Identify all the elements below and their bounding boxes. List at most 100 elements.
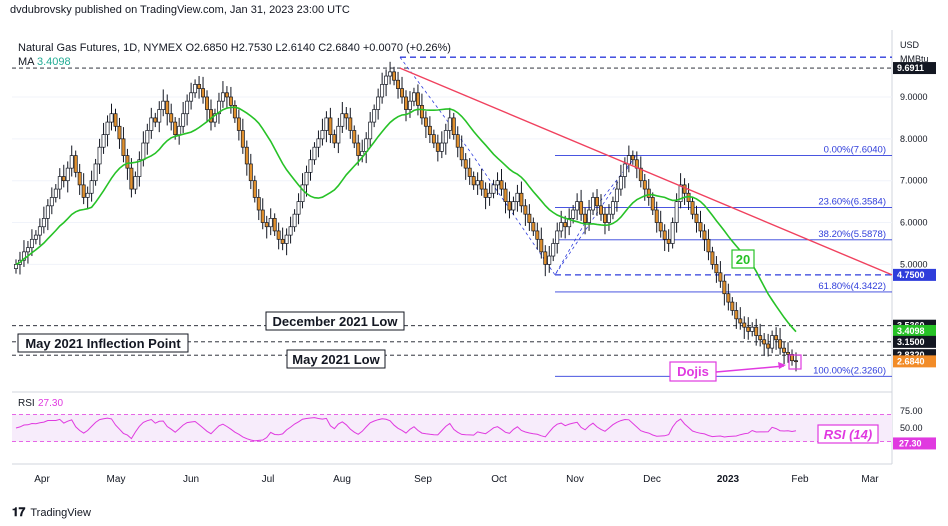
candle-body [547,255,552,265]
time-axis-label: Feb [791,474,809,485]
downtrend-line-path [399,67,893,276]
candle-body [654,209,659,223]
price-tag-label: 3.4098 [897,326,925,336]
candle-body [37,226,42,236]
candle-body [758,335,763,341]
rsi-tick-label: 50.00 [900,423,923,433]
candle-body [141,142,146,161]
candle-body [165,100,170,115]
candle-body [153,117,158,123]
candle-body [117,125,122,140]
rsi-label: RSI [18,398,35,409]
candle-body [312,146,317,161]
unit-label: MMBtu [900,54,929,64]
time-axis-label: May [107,474,126,485]
candle-body [682,184,687,194]
candle-body [750,326,755,332]
candle-body [320,130,325,140]
candle-body [419,104,424,119]
moving-average [15,106,797,333]
candle-body [475,180,480,186]
candle-body [794,360,798,363]
candle-body [770,335,775,349]
candle-body [224,92,229,98]
candle-body [396,79,400,89]
candle-body [614,188,619,202]
candle-body [328,117,333,136]
candle-body [113,113,118,127]
time-axis: Apr May Jun Jul Aug Sep Oct Nov Dec 2023 Feb Mar [34,474,879,485]
annotation-december-2021-low: December 2021 Low [265,311,405,331]
candle-body [431,134,436,144]
candle-body [296,201,301,215]
candle-body [61,176,66,182]
candle-body [22,251,26,261]
candle-body [240,130,245,148]
candle-body [415,92,420,106]
candle-body [97,146,102,165]
annotation-dojis: Dojis [669,354,802,382]
price-tag [893,355,936,368]
candle-body [169,113,174,123]
candle-body [487,192,492,198]
price-tick-label: 9.0000 [900,92,928,102]
candle-body [571,209,576,219]
time-axis-label: Mar [861,474,879,485]
candle-body [714,264,719,274]
candle-body [774,335,779,341]
candle-body [427,125,432,136]
time-axis-label: Apr [34,474,50,485]
candle-body [85,192,90,198]
candle-body [459,146,464,161]
time-axis-label: Dec [643,474,661,485]
candle-body [125,155,130,169]
candle-body [439,142,444,152]
candle-body [754,326,759,336]
candle-body [105,121,110,136]
candle-body [352,130,357,144]
ma-value: 3.4098 [36,56,71,68]
candle-body [555,230,560,244]
candle-body [603,213,607,223]
candle-body [766,343,771,349]
candle-body [782,347,787,353]
candle-body [404,96,408,110]
candle-body [674,201,679,223]
candle-body [527,213,532,223]
fib-level-label: 100.00%(2.3260) [813,365,886,376]
candle-body [451,117,456,136]
candle-body [662,230,667,240]
rsi-line [15,417,797,442]
candle-body [706,238,711,253]
candle-body [129,167,134,190]
fib-level-label: 0.00%(7.6040) [824,144,886,155]
candle-body [710,251,715,265]
candle-body [670,222,675,244]
candle-body [599,205,603,215]
rsi-value-tag-label: 27.30 [899,438,922,448]
price-tag-label: 2.6840 [897,356,925,366]
candle-body [694,213,699,223]
annotation-ma20-text: 20 [736,252,750,267]
candle-body [738,318,743,324]
candle-body [626,155,631,165]
candle-body [778,339,783,349]
candle-body [786,351,790,355]
candle-body [157,109,162,123]
candle-body [209,109,213,123]
candle-body [515,192,520,202]
candle-body [384,75,389,85]
candle-body [268,218,273,228]
candle-body [443,130,448,144]
candle-body [567,218,572,228]
candle-body [288,226,293,236]
candle-body [678,184,683,202]
candle-body [408,100,412,110]
candle-body [109,113,114,123]
currency-label: USD [900,40,920,50]
footer[interactable]: 𝟏𝟕 TradingView [12,505,91,520]
rsi-pane: 75.00 50.00 27.30 [12,406,936,450]
candle-body [161,100,166,110]
candle-body [388,71,393,77]
candle-body [177,125,182,136]
